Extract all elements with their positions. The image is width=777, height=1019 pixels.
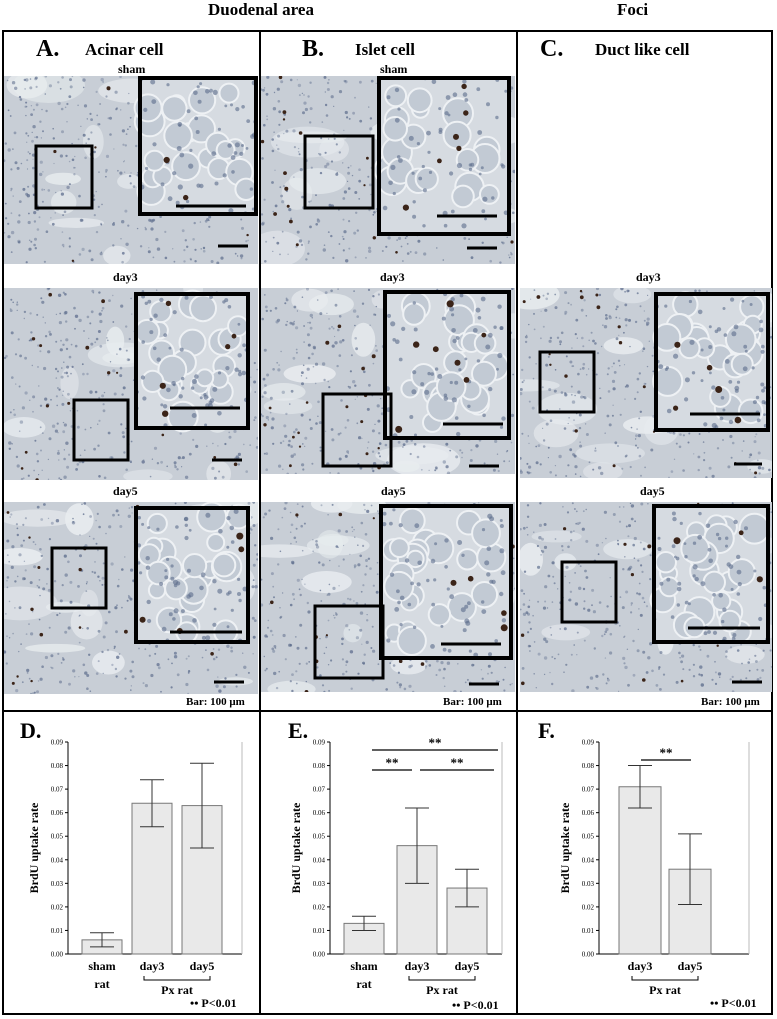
- significance-label: **: [451, 755, 464, 770]
- panel-a-letter: A.: [36, 36, 60, 62]
- panel-b-title: Islet cell: [355, 40, 415, 59]
- y-tick-label: 0.08: [582, 762, 595, 770]
- significance-label: **: [429, 735, 442, 750]
- panel-d-letter: D.: [20, 718, 42, 743]
- header-foci: Foci: [617, 0, 649, 19]
- micro-a-day5: [4, 502, 258, 694]
- y-axis-label: BrdU uptake rate: [27, 802, 41, 893]
- bar: [131, 802, 173, 955]
- note-f-text: P<0.01: [721, 996, 757, 1010]
- x-label-day5: day5: [678, 959, 703, 973]
- chart-f: 0.00 0.01 0.02 0.03 0.04 0.05 0.06 0.07 0.08 0.09…: [558, 739, 750, 997]
- micro-b-day5: [261, 502, 515, 692]
- divider-images-charts: [2, 710, 773, 712]
- micro-a-sham: [4, 76, 258, 264]
- divider-ab: [259, 30, 261, 1015]
- px-bracket: [631, 976, 699, 981]
- y-tick-label: 0.05: [313, 833, 326, 841]
- y-tick-label: 0.06: [313, 809, 326, 817]
- y-tick-label: 0.08: [51, 762, 64, 770]
- scale-bar-label-a: Bar: 100 μm: [186, 696, 245, 708]
- px-bracket: [408, 976, 476, 981]
- panel-b-letter: B.: [302, 36, 325, 62]
- x-label-day3: day3: [405, 959, 430, 973]
- panel-c-title: Duct like cell: [595, 40, 690, 59]
- chart-e: 0.00 0.01 0.02 0.03 0.04 0.05 0.06 0.07 0.08 0.09…: [289, 735, 503, 997]
- figure-frame: [2, 30, 773, 1015]
- y-tick-label: 0.00: [313, 951, 326, 959]
- header-duodenal-area: Duodenal area: [208, 0, 314, 19]
- scale-bar-label-b: Bar: 100 μm: [443, 696, 502, 708]
- panel-a-title: Acinar cell: [85, 40, 164, 59]
- chart-d: 0.00 0.01 0.02 0.03 0.04 0.05 0.06 0.07 0.08 0.09…: [27, 739, 243, 997]
- bar: [446, 887, 488, 955]
- y-tick-label: 0.06: [51, 809, 64, 817]
- y-tick-label: 0.09: [51, 739, 64, 747]
- y-tick-label: 0.07: [51, 786, 64, 794]
- panel-e-letter: E.: [288, 718, 309, 743]
- y-tick-label: 0.07: [582, 786, 595, 794]
- micro-b-sham: [261, 76, 515, 264]
- micro-a-day3: [4, 288, 258, 480]
- note-d: •• P<0.01: [190, 996, 237, 1010]
- row-label-day5-b: day5: [381, 484, 406, 498]
- px-bracket: [143, 976, 211, 981]
- y-tick-label: 0.07: [313, 786, 326, 794]
- y-tick-label: 0.05: [582, 833, 595, 841]
- y-tick-label: 0.09: [582, 739, 595, 747]
- significance-label: **: [660, 745, 673, 760]
- row-label-sham-b: sham: [380, 62, 408, 76]
- significance-label: **: [386, 755, 399, 770]
- x-label-day5: day5: [190, 959, 215, 973]
- micro-b-day3: [261, 288, 515, 474]
- y-tick-label: 0.04: [51, 856, 64, 864]
- note-e: •• P<0.01: [452, 998, 499, 1012]
- panel-c-letter: C.: [540, 36, 564, 62]
- row-label-day3-c: day3: [636, 270, 661, 284]
- row-label-sham-a: sham: [118, 62, 146, 76]
- note-d-text: P<0.01: [201, 996, 237, 1010]
- x-group-label-px-rat: Px rat: [649, 983, 681, 997]
- y-tick-label: 0.01: [582, 927, 595, 935]
- bar: [618, 786, 662, 955]
- y-tick-label: 0.09: [313, 739, 326, 747]
- panel-f-letter: F.: [538, 718, 555, 743]
- row-label-day3-b: day3: [380, 270, 405, 284]
- x-label-rat: rat: [356, 977, 371, 991]
- x-label-day3: day3: [628, 959, 653, 973]
- x-label-rat: rat: [94, 977, 109, 991]
- x-label-day3: day3: [140, 959, 165, 973]
- y-tick-label: 0.04: [582, 856, 595, 864]
- x-group-label-px-rat: Px rat: [161, 983, 193, 997]
- y-tick-label: 0.03: [582, 880, 595, 888]
- scale-bar-label-c: Bar: 100 μm: [701, 696, 760, 708]
- y-tick-label: 0.06: [582, 809, 595, 817]
- y-tick-label: 0.01: [313, 927, 326, 935]
- row-label-day5-c: day5: [640, 484, 665, 498]
- micro-c-day3: [520, 288, 772, 478]
- y-tick-label: 0.08: [313, 762, 326, 770]
- y-tick-label: 0.01: [51, 927, 64, 935]
- row-label-day5-a: day5: [113, 484, 138, 498]
- y-tick-label: 0.00: [582, 951, 595, 959]
- y-tick-label: 0.03: [313, 880, 326, 888]
- x-label-sham: sham: [88, 959, 115, 973]
- x-group-label-px-rat: Px rat: [426, 983, 458, 997]
- row-label-day3-a: day3: [113, 270, 138, 284]
- y-tick-label: 0.03: [51, 880, 64, 888]
- y-tick-label: 0.00: [51, 951, 64, 959]
- y-tick-label: 0.05: [51, 833, 64, 841]
- x-label-day5: day5: [455, 959, 480, 973]
- divider-bc: [516, 30, 518, 1015]
- y-tick-label: 0.02: [313, 903, 326, 911]
- note-e-text: P<0.01: [463, 998, 499, 1012]
- note-f: •• P<0.01: [710, 996, 757, 1010]
- y-tick-label: 0.04: [313, 856, 326, 864]
- x-label-sham: sham: [350, 959, 377, 973]
- y-axis-label: BrdU uptake rate: [289, 802, 303, 893]
- y-tick-label: 0.02: [51, 903, 64, 911]
- micro-c-day5: [520, 502, 772, 692]
- y-tick-label: 0.02: [582, 903, 595, 911]
- y-axis-label: BrdU uptake rate: [558, 802, 572, 893]
